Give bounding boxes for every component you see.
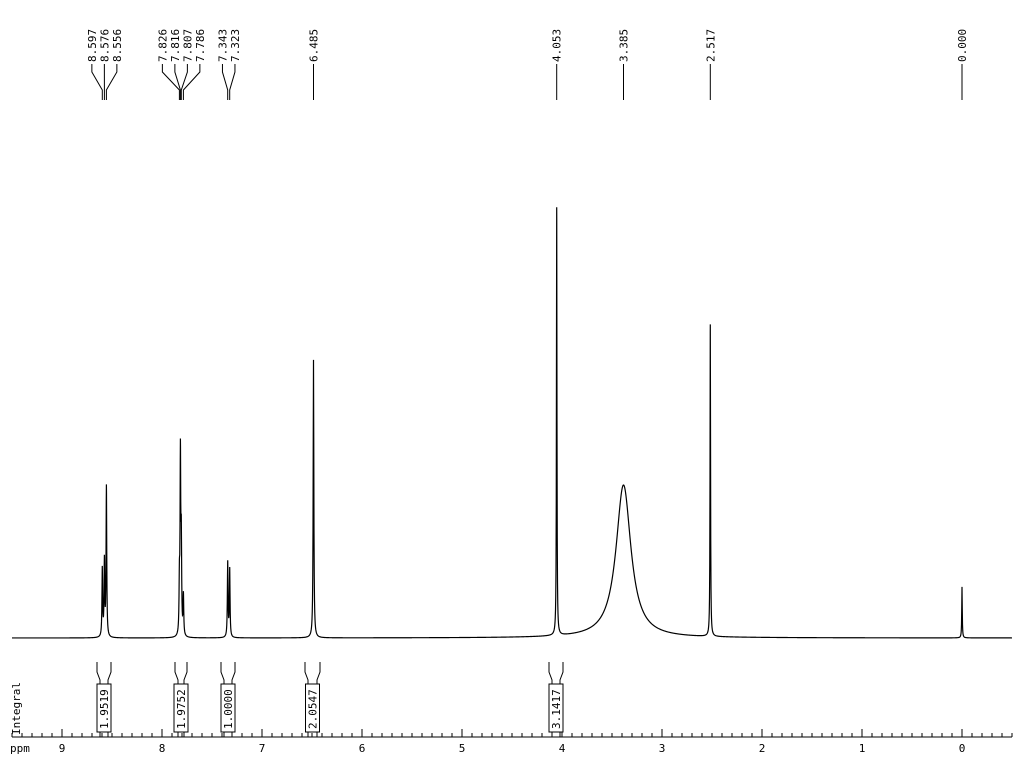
- peak-leader: [221, 64, 229, 100]
- integral-value: 1.9752: [175, 689, 188, 729]
- peak-leader: [161, 64, 180, 100]
- x-tick-label: 5: [459, 742, 466, 755]
- integral-value: 1.9519: [98, 689, 111, 729]
- peak-label: 7.807: [181, 29, 194, 62]
- integral-label: Integral: [10, 682, 23, 735]
- integral-value: 3.1417: [550, 689, 563, 729]
- peak-label: 3.385: [618, 29, 631, 62]
- integral-value: 1.0000: [222, 689, 235, 729]
- x-tick-label: 0: [959, 742, 966, 755]
- peak-label: 8.576: [98, 29, 111, 62]
- x-tick-label: 6: [359, 742, 366, 755]
- spectrum-trace: [12, 207, 1012, 639]
- peak-label: 6.485: [308, 29, 321, 62]
- peak-leader: [105, 64, 118, 100]
- x-tick-label: 7: [259, 742, 266, 755]
- peak-label: 7.826: [156, 29, 169, 62]
- integral-box: [305, 683, 320, 733]
- integral-box: [220, 683, 236, 733]
- x-tick-label: 4: [559, 742, 566, 755]
- x-tick-label: 8: [159, 742, 166, 755]
- peak-leader: [180, 64, 188, 100]
- peak-leader: [91, 64, 103, 100]
- peak-label: 7.816: [169, 29, 182, 62]
- x-tick-label: 3: [659, 742, 666, 755]
- integral-box: [548, 683, 564, 733]
- peak-label: 0.000: [956, 29, 969, 62]
- x-tick-label: 9: [59, 742, 66, 755]
- peak-label: 8.556: [111, 29, 124, 62]
- peak-leader: [174, 64, 181, 100]
- x-tick-label: 1: [859, 742, 866, 755]
- peak-leader: [229, 64, 236, 100]
- peak-label: 7.323: [229, 29, 242, 62]
- peak-leader: [182, 64, 201, 100]
- peak-label: 7.786: [194, 29, 207, 62]
- integral-value: 2.0547: [307, 689, 320, 729]
- peak-label: 4.053: [551, 29, 564, 62]
- integral-box: [173, 683, 189, 733]
- peak-label: 8.597: [86, 29, 99, 62]
- x-axis-label: ppm: [10, 742, 30, 755]
- peak-label: 7.343: [216, 29, 229, 62]
- peak-label: 2.517: [704, 29, 717, 62]
- x-tick-label: 2: [759, 742, 766, 755]
- integral-box: [96, 683, 112, 733]
